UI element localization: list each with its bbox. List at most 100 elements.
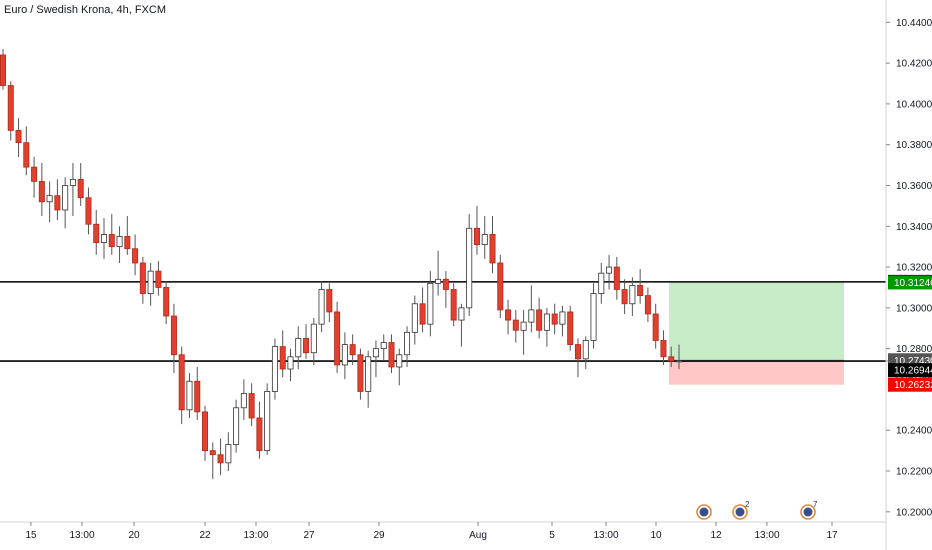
candle bbox=[613, 256, 620, 300]
candle-body bbox=[411, 303, 418, 333]
candle bbox=[442, 271, 449, 308]
event-marker-2[interactable]: 2 bbox=[732, 500, 750, 520]
y-tick-label: 10.32000 bbox=[896, 263, 932, 274]
candle bbox=[582, 336, 589, 370]
candle bbox=[186, 373, 193, 418]
price-label-text: 10.26944 bbox=[894, 366, 932, 377]
candle-body bbox=[481, 234, 488, 246]
candle bbox=[505, 299, 512, 335]
candle-body bbox=[435, 278, 442, 284]
candle-body bbox=[621, 289, 628, 305]
candle-body bbox=[574, 344, 581, 360]
candle bbox=[512, 309, 519, 343]
candle bbox=[85, 187, 92, 235]
y-tick-label: 10.38000 bbox=[896, 140, 932, 151]
candle bbox=[326, 283, 333, 323]
candle bbox=[574, 338, 581, 378]
candle bbox=[365, 350, 372, 408]
candle bbox=[349, 334, 356, 365]
candle-body bbox=[365, 356, 372, 392]
candle bbox=[606, 254, 613, 290]
candle bbox=[629, 277, 636, 317]
candle bbox=[54, 179, 61, 221]
candle-body bbox=[54, 195, 61, 211]
candle-body bbox=[240, 393, 247, 409]
candle bbox=[279, 330, 286, 378]
candle bbox=[598, 262, 605, 304]
event-marker-3[interactable]: 7 bbox=[800, 500, 818, 520]
candle-body bbox=[256, 417, 263, 452]
candle-body bbox=[427, 282, 434, 325]
x-tick-label: Aug bbox=[469, 530, 487, 541]
candle-body bbox=[124, 236, 131, 250]
candle-body bbox=[489, 234, 496, 264]
candle-body bbox=[202, 411, 209, 452]
candle bbox=[536, 297, 543, 339]
candle-body bbox=[108, 234, 115, 248]
candle bbox=[489, 216, 496, 274]
candle bbox=[644, 287, 651, 323]
candle-body bbox=[264, 391, 271, 452]
candle-body bbox=[520, 321, 527, 331]
candle bbox=[466, 214, 473, 317]
x-tick-label: 29 bbox=[373, 530, 385, 541]
candle-body bbox=[559, 311, 566, 325]
x-tick-label: 12 bbox=[710, 530, 722, 541]
candle bbox=[621, 279, 628, 314]
y-tick-label: 10.34000 bbox=[896, 222, 932, 233]
candle bbox=[240, 379, 247, 421]
price-label-bg bbox=[888, 363, 932, 378]
candle bbox=[124, 216, 131, 255]
candle bbox=[380, 334, 387, 361]
candle bbox=[93, 209, 100, 255]
candle bbox=[155, 260, 162, 296]
y-tick-label: 10.42000 bbox=[896, 59, 932, 70]
profit-zone[interactable] bbox=[669, 282, 844, 361]
candle-body bbox=[660, 340, 667, 358]
candle bbox=[396, 348, 403, 386]
candle-body bbox=[466, 227, 473, 309]
candle-body bbox=[194, 380, 201, 413]
candle bbox=[31, 156, 38, 198]
candle-body bbox=[147, 270, 154, 294]
event-marker-1[interactable] bbox=[696, 504, 712, 520]
candle-body bbox=[675, 360, 682, 363]
x-tick-label: 10 bbox=[650, 530, 662, 541]
candle bbox=[559, 305, 566, 337]
x-tick-label: 13:00 bbox=[754, 530, 779, 541]
candle bbox=[411, 295, 418, 345]
candle bbox=[178, 346, 185, 425]
candle-body bbox=[372, 348, 379, 358]
x-tick-label: 13:00 bbox=[243, 530, 268, 541]
candle bbox=[163, 281, 170, 325]
candle-body bbox=[512, 319, 519, 331]
candle bbox=[7, 81, 14, 141]
candle bbox=[132, 234, 139, 276]
candle bbox=[264, 383, 271, 455]
candle-body bbox=[62, 185, 69, 211]
price-label-bg bbox=[888, 377, 932, 392]
candle-body bbox=[380, 342, 387, 350]
candle bbox=[248, 383, 255, 427]
candle-body bbox=[186, 380, 193, 411]
y-tick-label: 10.24000 bbox=[896, 426, 932, 437]
candle-body bbox=[357, 354, 364, 392]
candle bbox=[209, 442, 216, 480]
candle bbox=[458, 303, 465, 347]
candle bbox=[435, 250, 442, 296]
candle bbox=[256, 401, 263, 459]
y-tick-label: 10.20000 bbox=[896, 507, 932, 518]
candle bbox=[310, 318, 317, 365]
candle-body bbox=[132, 248, 139, 264]
candle bbox=[170, 303, 177, 374]
loss-zone[interactable] bbox=[669, 360, 844, 385]
y-tick-label: 10.44000 bbox=[896, 18, 932, 29]
candle-body bbox=[287, 356, 294, 370]
candle-body bbox=[652, 313, 659, 341]
candle-body bbox=[38, 180, 45, 203]
candle-body bbox=[590, 293, 597, 341]
price-label-text: 10.27430 bbox=[894, 356, 932, 367]
candle-body bbox=[271, 346, 278, 392]
